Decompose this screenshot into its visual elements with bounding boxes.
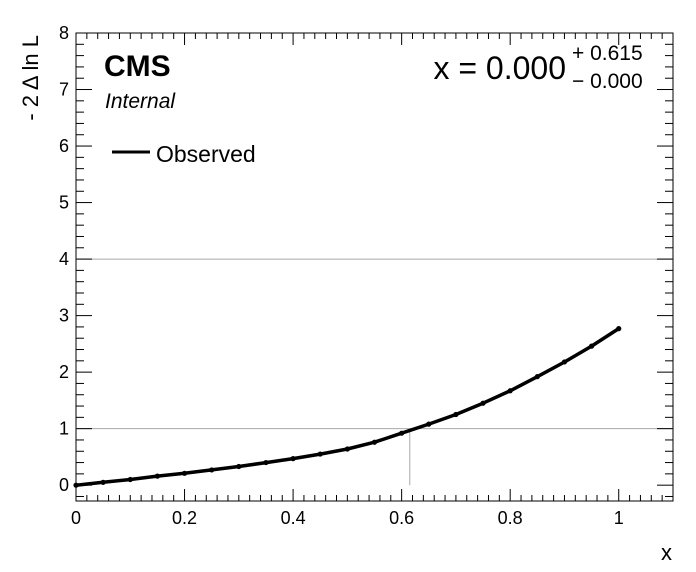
y-tick-label: 1 xyxy=(59,419,69,439)
y-tick-label: 2 xyxy=(59,362,69,382)
data-point xyxy=(480,400,486,406)
legend-label-observed: Observed xyxy=(156,141,256,167)
y-tick-label: 5 xyxy=(59,193,69,213)
series-line-observed xyxy=(74,326,621,487)
y-tick-label: 0 xyxy=(59,475,69,495)
y-tick-label: 3 xyxy=(59,306,69,326)
data-point xyxy=(154,473,161,479)
data-point xyxy=(127,476,133,483)
result-value: x = 0.000 xyxy=(433,50,566,86)
x-tick-label: 0.4 xyxy=(281,508,306,528)
y-axis-ticks: 0 1 2 3 4 5 6 7 8 xyxy=(59,23,673,497)
result-uncertainty-down: − 0.000 xyxy=(572,70,643,93)
result-uncertainty-up: + 0.615 xyxy=(572,42,643,65)
data-point xyxy=(588,343,595,349)
data-point xyxy=(344,446,350,452)
data-point xyxy=(317,451,323,457)
x-tick-label: 0.6 xyxy=(389,508,414,528)
plot-frame xyxy=(75,32,674,502)
y-tick-label: 6 xyxy=(59,136,69,156)
x-tick-label: 1 xyxy=(614,508,624,528)
data-point xyxy=(209,467,215,473)
data-point xyxy=(371,439,378,445)
y-tick-label: 8 xyxy=(59,23,69,43)
data-point xyxy=(616,326,622,332)
x-axis-ticks: 0 0.2 0.4 0.6 0.8 1 xyxy=(71,33,674,528)
data-point xyxy=(534,374,540,380)
data-point xyxy=(426,421,432,427)
x-tick-label: 0.8 xyxy=(498,508,523,528)
status-label: Internal xyxy=(105,90,176,113)
data-point xyxy=(73,482,79,488)
experiment-label: CMS xyxy=(104,50,171,83)
data-point xyxy=(263,459,269,466)
data-point xyxy=(399,430,405,436)
data-point xyxy=(236,463,242,470)
data-point xyxy=(290,456,296,462)
x-tick-label: 0 xyxy=(71,508,81,528)
y-tick-label: 4 xyxy=(59,249,69,269)
data-point xyxy=(100,479,106,485)
reference-lines xyxy=(76,258,673,486)
data-point xyxy=(561,359,568,365)
y-axis-label: - 2 Δ ln L xyxy=(18,35,43,121)
y-tick-label: 7 xyxy=(59,80,69,100)
x-tick-label: 0.2 xyxy=(172,508,197,528)
x-axis-label: x xyxy=(661,540,672,565)
data-point xyxy=(181,470,188,476)
data-point xyxy=(453,411,459,418)
series-layer xyxy=(73,326,622,488)
data-point xyxy=(507,388,513,394)
